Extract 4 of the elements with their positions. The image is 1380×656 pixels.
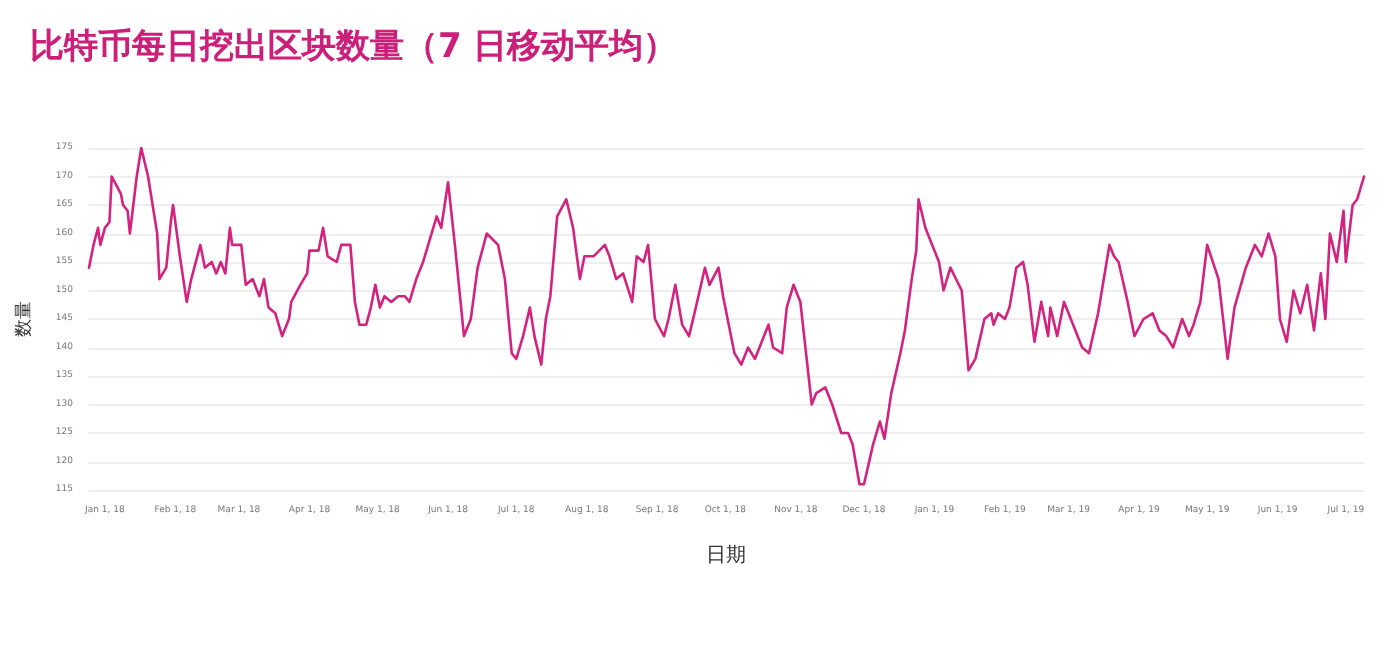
chart-title: 比特币每日挖出区块数量（7 日移动平均） — [30, 27, 678, 67]
y-axis-title: 数量 — [13, 301, 35, 337]
line-series — [87, 146, 1366, 486]
x-axis-title: 日期 — [706, 543, 747, 567]
